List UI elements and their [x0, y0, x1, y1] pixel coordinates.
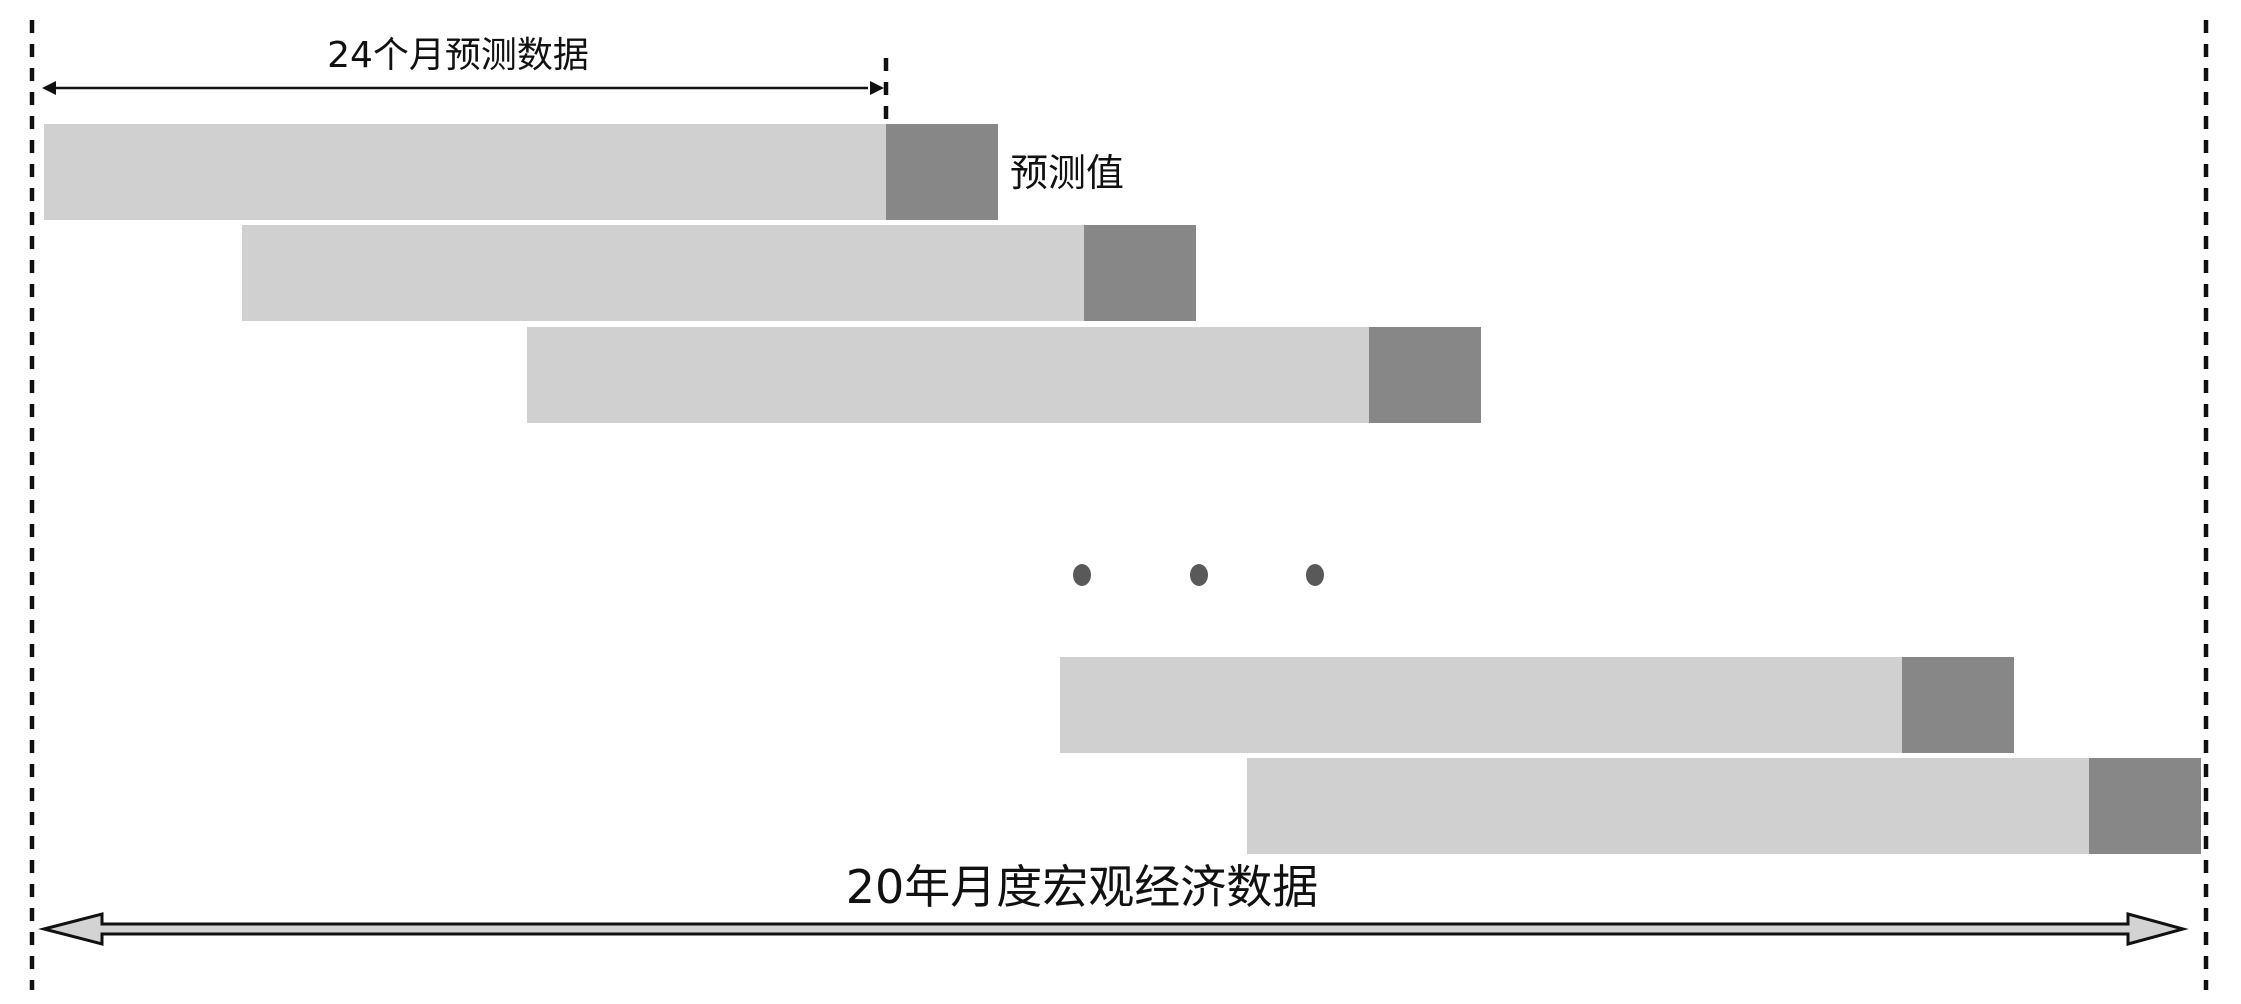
span-double-arrow [38, 912, 2189, 946]
window-1-training-bar [44, 124, 886, 220]
ellipsis-dot-3 [1306, 564, 1324, 586]
window-5-prediction-bar [2089, 758, 2201, 854]
window-2-training-bar [242, 225, 1084, 321]
window-length-right-arrowhead [870, 81, 884, 95]
rolling-window-4 [1060, 657, 2014, 753]
window-1-prediction-bar [886, 124, 998, 220]
window-2-prediction-bar [1084, 225, 1196, 321]
rolling-window-3 [527, 327, 1481, 423]
rolling-window-5 [1247, 758, 2201, 854]
span-label: 20年月度宏观经济数据 [846, 860, 1319, 914]
window-4-training-bar [1060, 657, 1902, 753]
rolling-window-2 [242, 225, 1196, 321]
window-3-prediction-bar [1369, 327, 1481, 423]
ellipsis-dot-1 [1073, 564, 1091, 586]
rolling-window-1 [44, 124, 998, 220]
ellipsis-dot-2 [1190, 564, 1208, 586]
window-length-label: 24个月预测数据 [327, 35, 589, 76]
window-length-dimension [42, 81, 884, 95]
prediction-label: 预测值 [1010, 151, 1124, 195]
window-4-prediction-bar [1902, 657, 2014, 753]
window-5-training-bar [1247, 758, 2089, 854]
ellipsis [1073, 564, 1324, 586]
window-length-left-arrowhead [42, 81, 56, 95]
window-3-training-bar [527, 327, 1369, 423]
